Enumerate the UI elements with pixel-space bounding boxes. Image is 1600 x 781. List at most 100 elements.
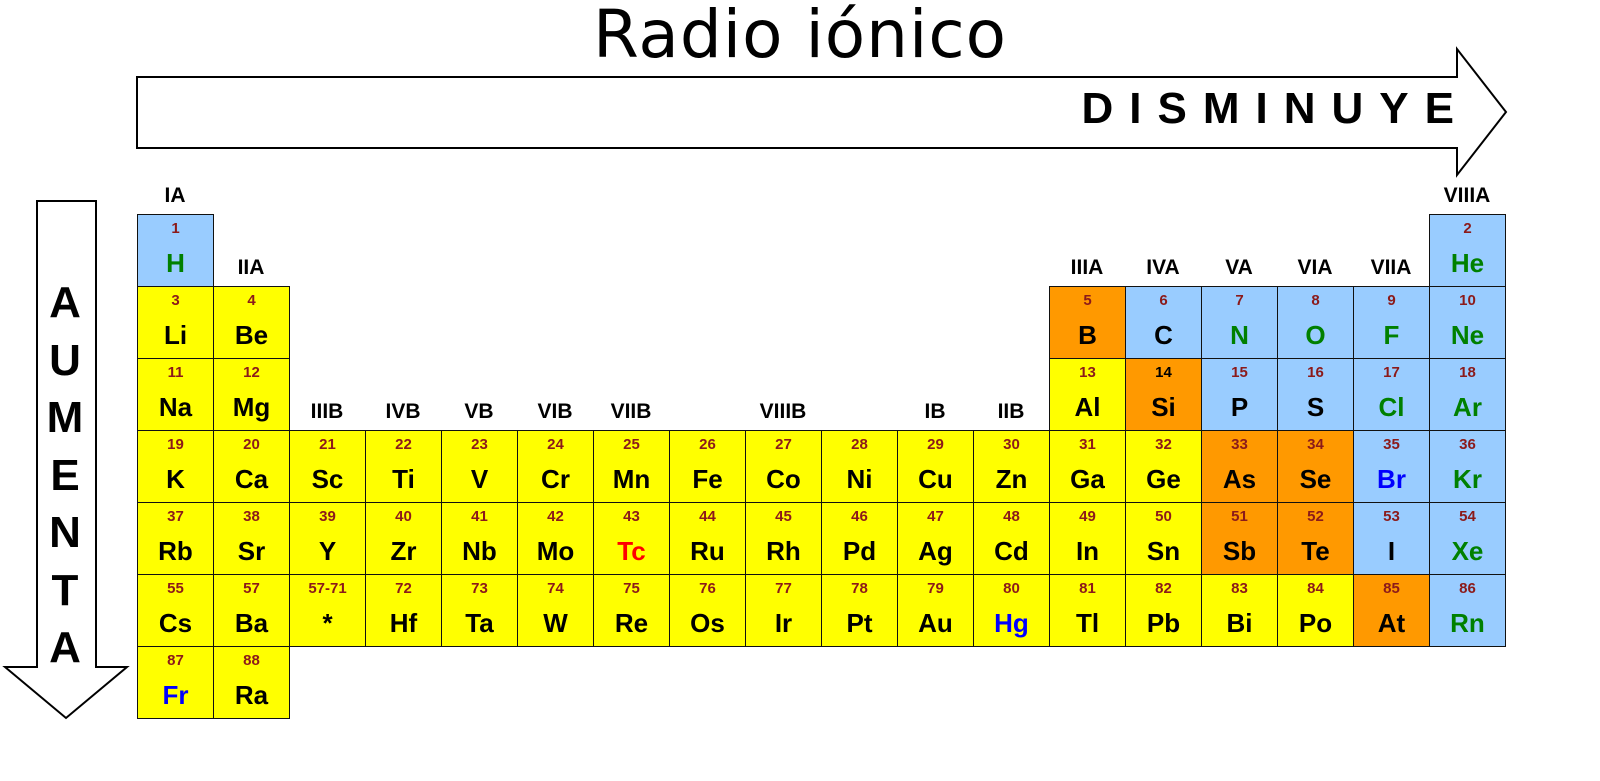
atomic-number: 44 (699, 508, 716, 525)
atomic-number: 30 (1003, 436, 1020, 453)
element-xe: 54 Xe (1429, 502, 1506, 575)
atomic-number: 18 (1459, 364, 1476, 381)
element-sc: 21 Sc (289, 430, 366, 503)
element-sn: 50 Sn (1125, 502, 1202, 575)
element-symbol: Li (163, 320, 188, 350)
element-symbol: Fe (692, 464, 723, 494)
element-symbol: V (470, 464, 489, 494)
element-symbol: I (1387, 536, 1396, 566)
element-ru: 44 Ru (669, 502, 746, 575)
element-fr: 87 Fr (137, 646, 214, 719)
atomic-number: 11 (167, 364, 184, 381)
atomic-number: 20 (243, 436, 260, 453)
element-co: 27 Co (745, 430, 822, 503)
element-symbol: F (1383, 320, 1400, 350)
atomic-number: 85 (1383, 580, 1400, 597)
atomic-number: 79 (927, 580, 944, 597)
group-label-vib: VIB (537, 400, 573, 423)
atomic-number: 50 (1155, 508, 1172, 525)
group-label-ivb: IVB (385, 400, 421, 423)
element-li: 3 Li (137, 286, 214, 359)
element-hf: 72 Hf (365, 574, 442, 647)
atomic-number: 48 (1003, 508, 1020, 525)
atomic-number: 53 (1383, 508, 1400, 525)
group-label-viiia: VIIIA (1443, 184, 1491, 207)
element-sb: 51 Sb (1201, 502, 1278, 575)
atomic-number: 34 (1307, 436, 1324, 453)
atomic-number: 23 (471, 436, 488, 453)
element-symbol: Ti (392, 464, 415, 494)
atomic-number: 31 (1079, 436, 1096, 453)
atomic-number: 73 (471, 580, 488, 597)
atomic-number: 46 (851, 508, 868, 525)
vertical-label-letter: T (51, 565, 79, 615)
element-symbol: Sb (1222, 536, 1257, 566)
atomic-number: 72 (395, 580, 412, 597)
element-cd: 48 Cd (973, 502, 1050, 575)
element-symbol: Al (1074, 392, 1101, 422)
element-symbol: Be (234, 320, 269, 350)
element-symbol: Tc (617, 536, 646, 566)
element-ar: 18 Ar (1429, 358, 1506, 431)
atomic-number: 49 (1079, 508, 1096, 525)
element-te: 52 Te (1277, 502, 1354, 575)
element-symbol: He (1450, 248, 1485, 278)
group-label-viia: VIIA (1370, 256, 1412, 279)
group-label-iva: IVA (1146, 256, 1180, 279)
group-label-iiia: IIIA (1070, 256, 1104, 279)
element-ni: 28 Ni (821, 430, 898, 503)
element-symbol: Kr (1453, 464, 1482, 494)
element-s: 16 S (1277, 358, 1354, 431)
atomic-number: 88 (243, 652, 260, 669)
element-symbol: Co (766, 464, 801, 494)
atomic-number: 12 (243, 364, 260, 381)
atomic-number: 7 (1235, 292, 1244, 309)
element-symbol: Fr (162, 680, 189, 710)
element-symbol: Si (1151, 392, 1176, 422)
element-ta: 73 Ta (441, 574, 518, 647)
atomic-number: 19 (167, 436, 184, 453)
atomic-number: 10 (1459, 292, 1476, 309)
atomic-number: 14 (1155, 364, 1172, 381)
element-symbol: Rh (766, 536, 801, 566)
element-symbol: At (1377, 608, 1406, 638)
element-symbol: In (1075, 536, 1100, 566)
element-symbol: Rb (158, 536, 193, 566)
element-symbol: Hg (994, 608, 1029, 638)
atomic-number: 27 (775, 436, 792, 453)
atomic-number: 57-71 (308, 580, 347, 597)
atomic-number: 80 (1003, 580, 1020, 597)
atomic-number: 13 (1079, 364, 1096, 381)
element-symbol: Mg (232, 392, 271, 422)
element-lanthanides: 57-71 * (289, 574, 366, 647)
element-symbol: Cr (541, 464, 570, 494)
element-symbol: Zr (390, 536, 417, 566)
atomic-number: 43 (623, 508, 640, 525)
element-he: 2 He (1429, 214, 1506, 287)
element-symbol: Mn (612, 464, 651, 494)
atomic-number: 29 (927, 436, 944, 453)
element-kr: 36 Kr (1429, 430, 1506, 503)
element-se: 34 Se (1277, 430, 1354, 503)
group-label-viiib: VIIIB (759, 400, 807, 423)
element-re: 75 Re (593, 574, 670, 647)
element-au: 79 Au (897, 574, 974, 647)
atomic-number: 4 (247, 292, 256, 309)
element-as: 33 As (1201, 430, 1278, 503)
element-v: 23 V (441, 430, 518, 503)
element-symbol: Ba (234, 608, 269, 638)
element-symbol: C (1154, 320, 1173, 350)
group-label-iiib: IIIB (310, 400, 344, 423)
element-sr: 38 Sr (213, 502, 290, 575)
atomic-number: 82 (1155, 580, 1172, 597)
element-ag: 47 Ag (897, 502, 974, 575)
element-pd: 46 Pd (821, 502, 898, 575)
element-tc: 43 Tc (593, 502, 670, 575)
element-symbol: Re (614, 608, 649, 638)
